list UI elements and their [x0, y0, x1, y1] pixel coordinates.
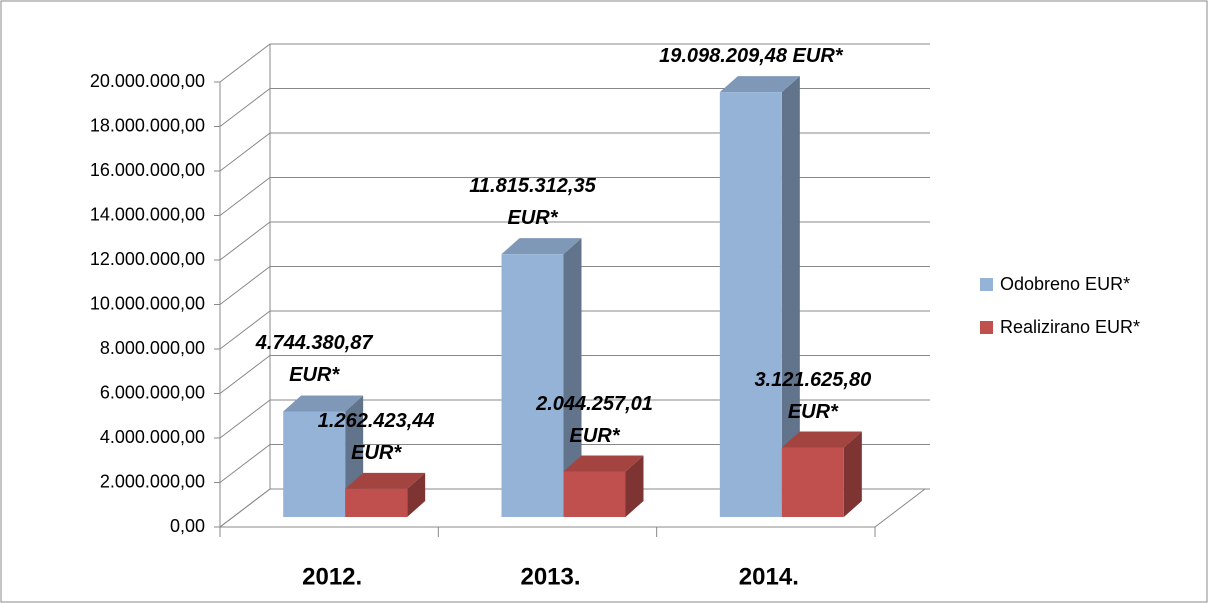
bar-front — [719, 92, 782, 517]
grid-line — [219, 43, 930, 83]
bar-top — [781, 431, 862, 448]
bar-top — [719, 76, 800, 93]
grid-line — [219, 444, 930, 483]
y-tick-label: 12.000.000,00 — [90, 249, 205, 269]
grid-line — [219, 399, 930, 439]
x-tick-label: 2013. — [520, 563, 580, 590]
bar — [563, 455, 644, 517]
y-tick-label: 20.000.000,00 — [90, 71, 205, 91]
bar — [719, 76, 800, 517]
value-label: 3.121.625,80 EUR* — [754, 368, 872, 423]
bar-front — [345, 488, 408, 517]
bar — [501, 238, 582, 517]
bar — [781, 431, 862, 517]
value-label: 4.744.380,87 EUR* — [255, 332, 373, 387]
x-tick-label: 2012. — [302, 563, 362, 590]
y-tick-label: 2.000.000,00 — [100, 471, 205, 491]
bar-top — [501, 238, 582, 255]
y-tick-label: 10.000.000,00 — [90, 293, 205, 313]
bar-side — [843, 431, 862, 517]
value-label: 1.262.423,44 EUR* — [317, 409, 435, 464]
value-label: 11.815.312,35 EUR* — [469, 175, 596, 230]
legend-label: Realizirano EUR* — [1000, 317, 1140, 337]
bar — [345, 472, 426, 517]
bar-top — [563, 455, 644, 472]
grid-line — [219, 355, 930, 394]
y-tick-label: 0,00 — [170, 516, 205, 536]
bar-top — [345, 472, 426, 489]
legend-swatch — [980, 278, 993, 291]
grid-line — [219, 310, 930, 350]
bar-side — [563, 238, 582, 517]
value-label: 19.098.209,48 EUR* — [659, 45, 843, 68]
x-tick-label: 2014. — [739, 563, 799, 590]
grid-line — [219, 221, 930, 261]
legend-label: Odobreno EUR* — [1000, 274, 1130, 294]
bar-side — [625, 455, 644, 517]
y-tick-label: 6.000.000,00 — [100, 382, 205, 402]
bar-side — [781, 76, 800, 517]
grid-line — [219, 266, 930, 305]
bar-front — [283, 411, 346, 517]
grid-line — [219, 488, 930, 528]
y-tick-label: 14.000.000,00 — [90, 204, 205, 224]
bar-front — [563, 471, 626, 517]
grid-line — [219, 177, 930, 216]
legend-swatch — [980, 321, 993, 334]
bar-front — [781, 447, 844, 517]
bar-top — [283, 395, 364, 412]
y-tick-label: 4.000.000,00 — [100, 427, 205, 447]
value-label: 2.044.257,01 EUR* — [536, 392, 653, 447]
grid-line — [219, 88, 930, 127]
bar-front — [501, 254, 564, 517]
y-tick-label: 16.000.000,00 — [90, 160, 205, 180]
bar-side — [407, 472, 426, 517]
y-tick-label: 8.000.000,00 — [100, 338, 205, 358]
y-tick-label: 18.000.000,00 — [90, 115, 205, 135]
grid-line — [219, 132, 930, 172]
